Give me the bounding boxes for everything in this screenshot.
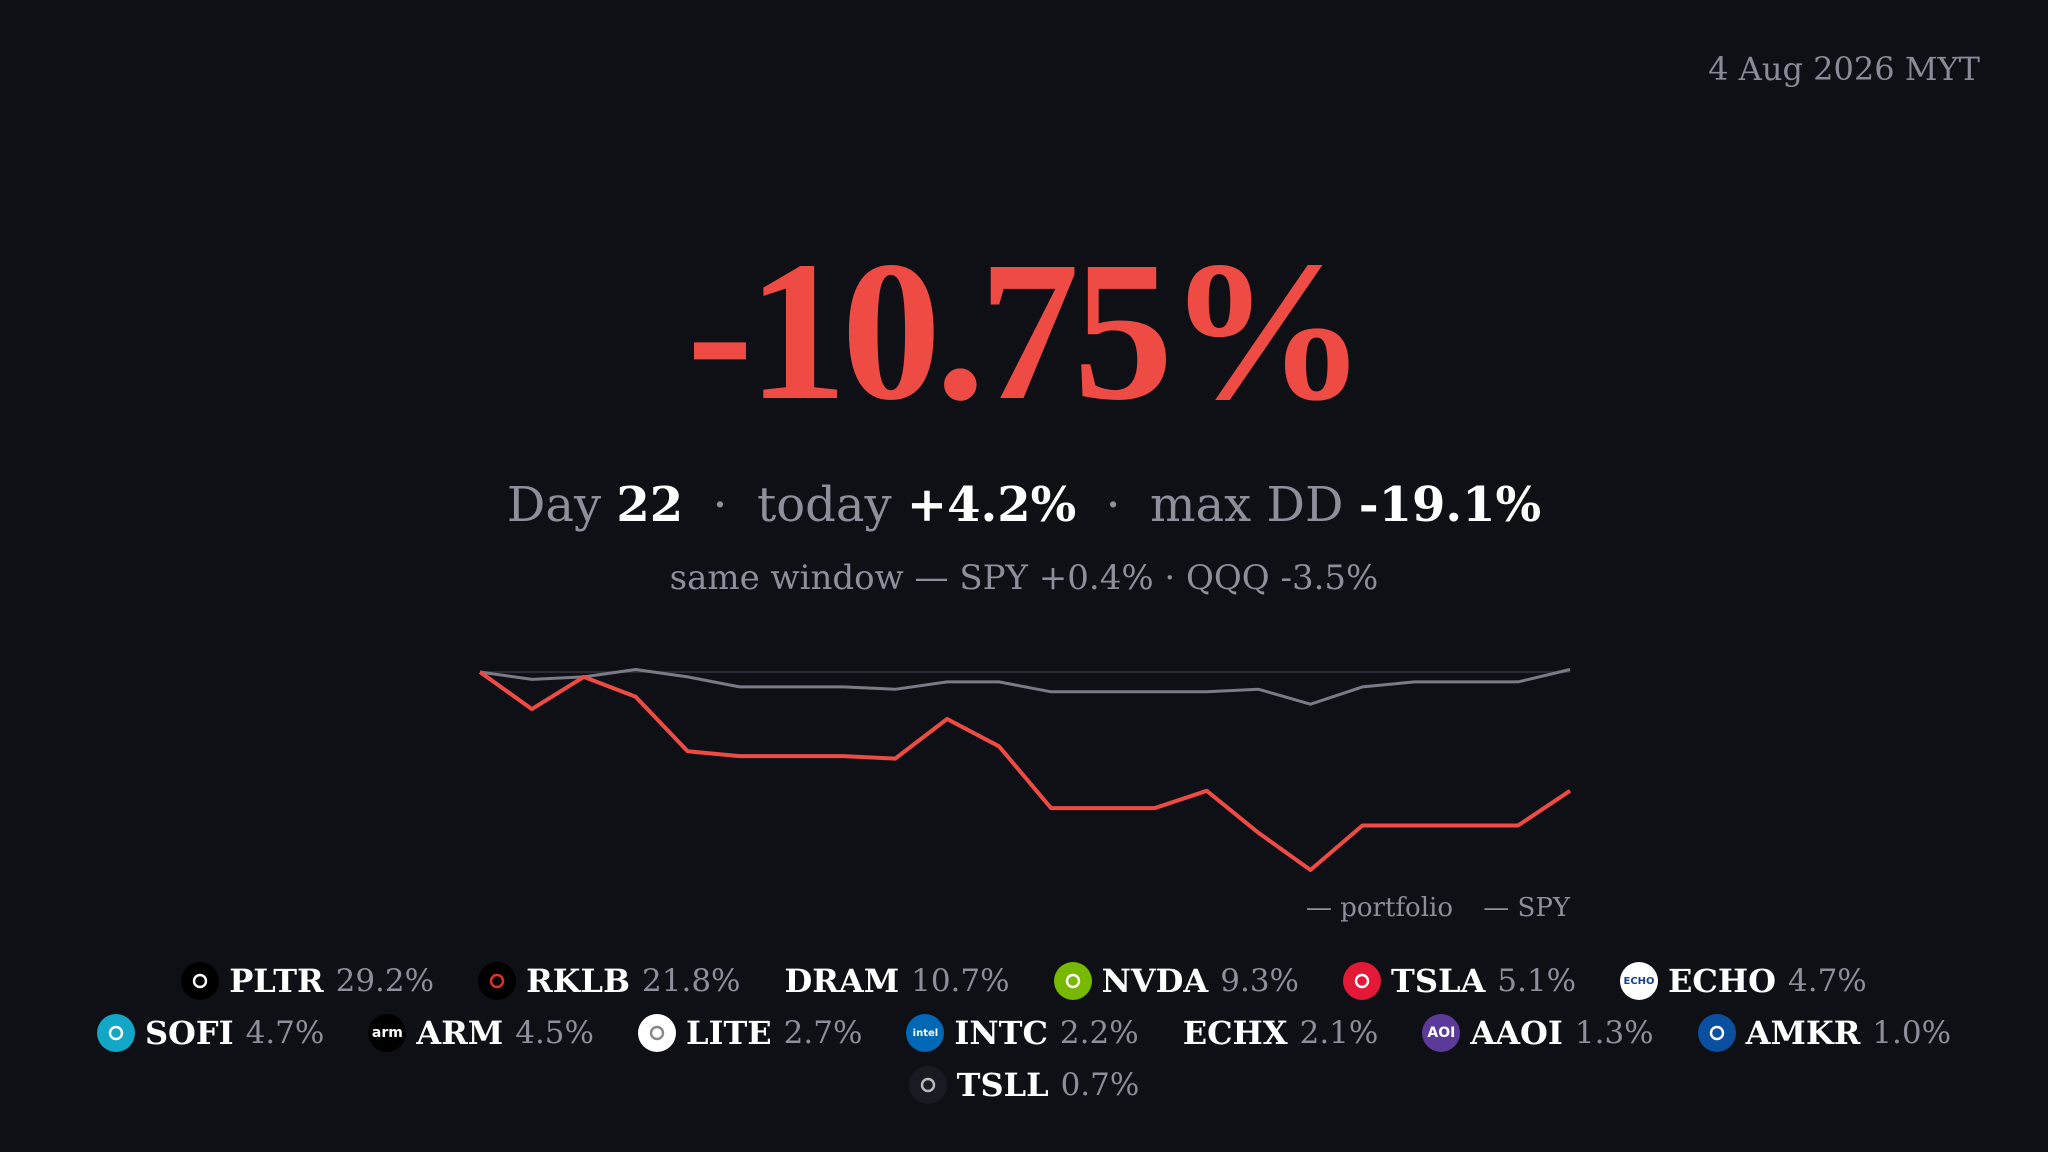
today-value: +4.2% xyxy=(906,477,1077,533)
holding-ticker: ECHX xyxy=(1182,1014,1288,1052)
tesla-icon xyxy=(1343,962,1382,1000)
stats-line: Day 22 · today +4.2% · max DD -19.1% xyxy=(0,477,2048,533)
holding-aaoi: AOI AAOI 1.3% xyxy=(1422,1012,1654,1054)
series-line-spy xyxy=(479,668,1571,706)
arm-icon: arm xyxy=(368,1014,407,1052)
holding-tsll: TSLL 0.7% xyxy=(908,1064,1140,1106)
holding-pltr: PLTR 29.2% xyxy=(181,960,434,1002)
holdings-row: SOFI 4.7% arm ARM 4.5% LITE 2.7% intel INTC 2.2% E… xyxy=(0,1012,2048,1054)
today-label: today xyxy=(756,477,892,533)
holding-ticker: INTC xyxy=(954,1014,1048,1052)
legend-portfolio: — portfolio xyxy=(1306,893,1453,923)
holding-ticker: SOFI xyxy=(144,1014,234,1052)
holding-ticker: TSLL xyxy=(956,1066,1049,1104)
palantir-icon xyxy=(181,962,220,1000)
holding-tsla: TSLA 5.1% xyxy=(1343,960,1576,1002)
intel-icon: intel xyxy=(906,1014,945,1052)
echo-icon: ECHO xyxy=(1620,962,1659,1000)
series-line-portfolio xyxy=(478,670,1572,872)
holding-amkr: AMKR 1.0% xyxy=(1697,1012,1952,1054)
holding-weight: 10.7% xyxy=(911,963,1010,999)
separator: · xyxy=(1105,477,1121,533)
performance-chart xyxy=(478,668,1572,872)
holding-intc: intel INTC 2.2% xyxy=(906,1012,1139,1054)
day-value: 22 xyxy=(616,477,684,533)
holding-ticker: AAOI xyxy=(1470,1014,1563,1052)
direxion-icon xyxy=(908,1066,947,1104)
holding-weight: 1.3% xyxy=(1574,1015,1654,1051)
holding-weight: 0.7% xyxy=(1060,1067,1140,1103)
holding-weight: 4.5% xyxy=(515,1015,594,1051)
holding-ticker: RKLB xyxy=(526,962,631,1000)
holding-nvda: NVDA 9.3% xyxy=(1053,960,1300,1002)
max-dd-label: max DD xyxy=(1150,477,1344,533)
holding-ticker: NVDA xyxy=(1101,962,1209,1000)
holding-weight: 9.3% xyxy=(1220,963,1300,999)
max-dd-value: -19.1% xyxy=(1358,477,1542,533)
nvidia-icon xyxy=(1053,962,1092,1000)
holding-ticker: LITE xyxy=(685,1014,772,1052)
holding-ticker: TSLA xyxy=(1391,962,1486,1000)
holding-weight: 5.1% xyxy=(1497,963,1577,999)
holding-lite: LITE 2.7% xyxy=(637,1012,863,1054)
holding-weight: 29.2% xyxy=(335,963,435,999)
holding-ticker: DRAM xyxy=(784,962,900,1000)
sofi-icon xyxy=(96,1014,135,1052)
rocketlab-icon xyxy=(478,962,517,1000)
holding-ticker: AMKR xyxy=(1745,1014,1861,1052)
holding-weight: 2.2% xyxy=(1059,1015,1139,1051)
holding-weight: 2.7% xyxy=(783,1015,863,1051)
holdings-list: PLTR 29.2% RKLB 21.8% DRAM 10.7% NVDA 9.3% TSLA 5… xyxy=(0,960,2048,1106)
lumentum-icon xyxy=(637,1014,676,1052)
holding-echo: ECHO ECHO 4.7% xyxy=(1620,960,1867,1002)
chart-legend: — portfolio — SPY xyxy=(1284,893,1570,923)
holding-ticker: ARM xyxy=(416,1014,504,1052)
holding-sofi: SOFI 4.7% xyxy=(96,1012,325,1054)
holding-weight: 2.1% xyxy=(1299,1015,1379,1051)
holdings-row: PLTR 29.2% RKLB 21.8% DRAM 10.7% NVDA 9.3% TSLA 5… xyxy=(0,960,2048,1002)
holding-weight: 21.8% xyxy=(642,963,741,999)
total-return-headline: -10.75% xyxy=(686,221,1368,442)
holding-arm: arm ARM 4.5% xyxy=(368,1012,594,1054)
holding-ticker: PLTR xyxy=(229,962,324,1000)
holding-ticker: ECHO xyxy=(1668,962,1776,1000)
holding-weight: 4.7% xyxy=(1788,963,1867,999)
holding-weight: 4.7% xyxy=(245,1015,325,1051)
separator: · xyxy=(712,477,728,533)
legend-spy: — SPY xyxy=(1483,893,1570,923)
date-label: 4 Aug 2026 MYT xyxy=(1708,50,1980,88)
amkor-icon xyxy=(1697,1014,1736,1052)
holding-echx: ECHX 2.1% xyxy=(1183,1012,1379,1054)
holdings-row: TSLL 0.7% xyxy=(0,1064,2048,1106)
holding-dram: DRAM 10.7% xyxy=(785,960,1010,1002)
holding-rklb: RKLB 21.8% xyxy=(478,960,741,1002)
holding-weight: 1.0% xyxy=(1872,1015,1952,1051)
benchmark-comparison: same window — SPY +0.4% · QQQ -3.5% xyxy=(669,558,1379,598)
aaoi-icon: AOI xyxy=(1422,1014,1461,1052)
day-label: Day xyxy=(506,477,602,533)
